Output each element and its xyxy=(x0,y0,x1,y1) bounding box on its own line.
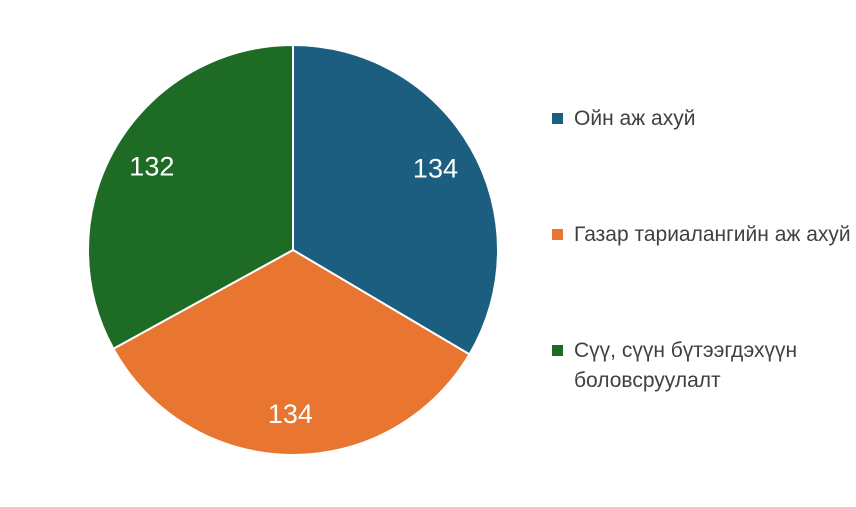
legend-swatch-forestry xyxy=(552,113,563,124)
data-label-crop-farming: 134 xyxy=(268,399,313,429)
slice-dairy-processing xyxy=(87,43,294,351)
legend-label-dairy-processing: Сүү, сүүн бүтээгдэхүүн боловсруулалт xyxy=(574,339,798,392)
legend-label-forestry: Ойн аж ахуй xyxy=(574,107,696,130)
legend-swatch-dairy-processing xyxy=(552,345,563,356)
legend-item-forestry: Ойн аж ахуй xyxy=(552,104,852,134)
data-label-forestry: 134 xyxy=(413,154,458,184)
legend-item-crop-farming: Газар тариалангийн аж ахуй xyxy=(552,220,852,250)
slice-crop-farming xyxy=(111,248,471,456)
slice-forestry xyxy=(292,43,499,356)
legend-item-dairy-processing: Сүү, сүүн бүтээгдэхүүн боловсруулалт xyxy=(552,336,852,396)
data-label-dairy-processing: 132 xyxy=(129,152,174,182)
legend-label-crop-farming: Газар тариалангийн аж ахуй xyxy=(574,223,851,246)
legend-swatch-crop-farming xyxy=(552,229,563,240)
